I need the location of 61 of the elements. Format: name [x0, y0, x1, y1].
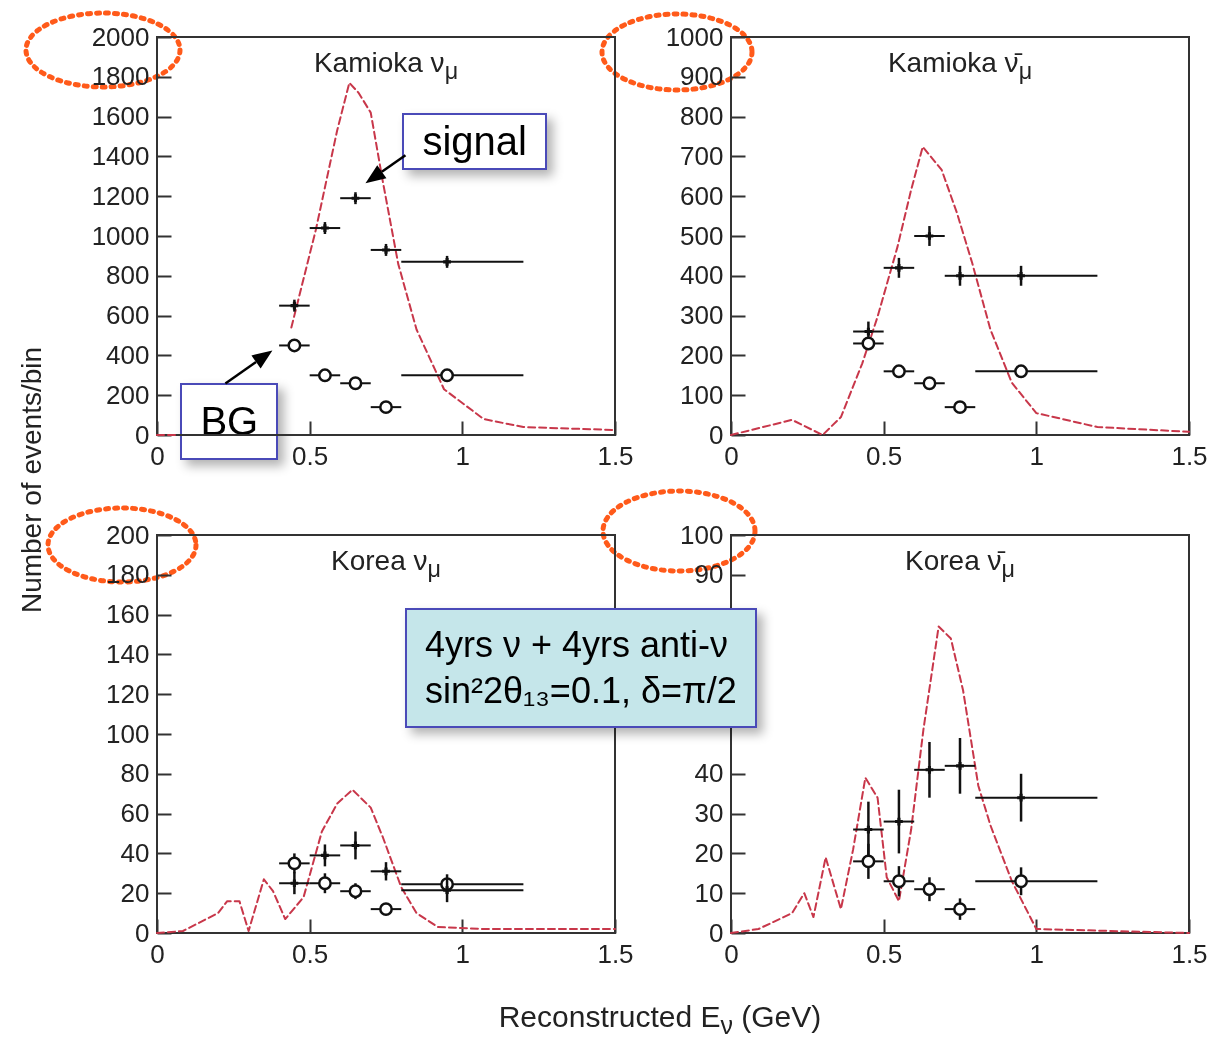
chart-title: Kamioka ν̄$_{μ}$	[886, 47, 1034, 85]
y-tick-label: 400	[680, 260, 724, 291]
y-tick-label: 0	[135, 419, 150, 450]
y-tick-label: 800	[680, 101, 724, 132]
annotation: sin²2θ₁₃=0.1, δ=π/2	[425, 669, 737, 713]
y-tick-label: 10	[694, 877, 724, 908]
x-tick-label: 1	[1029, 440, 1045, 471]
y-tick-label: 100	[106, 718, 150, 749]
x-tick-label: 1.5	[597, 440, 634, 471]
y-tick-label: 40	[120, 837, 150, 868]
y-tick-label: 30	[694, 798, 724, 829]
y-tick-label: 60	[120, 798, 150, 829]
y-tick-label: 2000	[91, 21, 150, 52]
x-tick-label: 0.5	[866, 938, 903, 969]
y-tick-label: 1000	[91, 220, 150, 251]
x-tick-label: 1.5	[597, 938, 634, 969]
y-tick-label: 300	[680, 300, 724, 331]
y-tick-label: 200	[680, 339, 724, 370]
annotation: BG	[180, 383, 279, 461]
y-tick-label: 1000	[665, 21, 724, 52]
y-tick-label: 900	[680, 61, 724, 92]
y-tick-label: 0	[709, 917, 724, 948]
x-tick-label: 1	[1029, 938, 1045, 969]
x-tick-label: 1.5	[1171, 938, 1208, 969]
x-tick-label: 0.5	[866, 440, 903, 471]
y-tick-label: 100	[680, 519, 724, 550]
annotation: 4yrs ν + 4yrs anti-ν	[425, 623, 730, 667]
y-tick-label: 600	[106, 300, 150, 331]
y-tick-label: 120	[106, 678, 150, 709]
y-tick-label: 200	[106, 379, 150, 410]
y-tick-label: 100	[680, 379, 724, 410]
y-tick-label: 200	[106, 519, 150, 550]
y-tick-label: 400	[106, 339, 150, 370]
y-tick-label: 20	[694, 837, 724, 868]
y-tick-label: 160	[106, 599, 150, 630]
y-tick-label: 1800	[91, 61, 150, 92]
chart-title: Korea ν̄$_{μ}$	[904, 545, 1016, 583]
y-tick-label: 90	[694, 559, 724, 590]
y-tick-label: 700	[680, 140, 724, 171]
y-tick-label: 0	[135, 917, 150, 948]
y-tick-label: 0	[709, 419, 724, 450]
chart-title: Kamioka ν$_{μ}$	[312, 47, 460, 85]
y-tick-label: 1600	[91, 101, 150, 132]
x-tick-label: 0.5	[292, 938, 329, 969]
x-tick-label: 1	[455, 938, 471, 969]
x-tick-label: 1	[455, 440, 471, 471]
y-tick-label: 800	[106, 260, 150, 291]
x-tick-label: 1.5	[1171, 440, 1208, 471]
y-tick-label: 1400	[91, 140, 150, 171]
x-axis-title: Reconstructed E$_{ν}$ (GeV)	[498, 1000, 822, 1040]
y-tick-label: 80	[120, 758, 150, 789]
y-tick-label: 1200	[91, 180, 150, 211]
annotation: signal	[402, 113, 547, 171]
y-tick-label: 20	[120, 877, 150, 908]
x-tick-label: 0.5	[292, 440, 329, 471]
y-tick-label: 500	[680, 220, 724, 251]
y-tick-label: 140	[106, 638, 150, 669]
y-axis-title: Number of events/bin	[16, 346, 48, 614]
y-tick-label: 40	[694, 758, 724, 789]
y-tick-label: 600	[680, 180, 724, 211]
chart-title: Korea ν$_{μ}$	[330, 545, 442, 583]
